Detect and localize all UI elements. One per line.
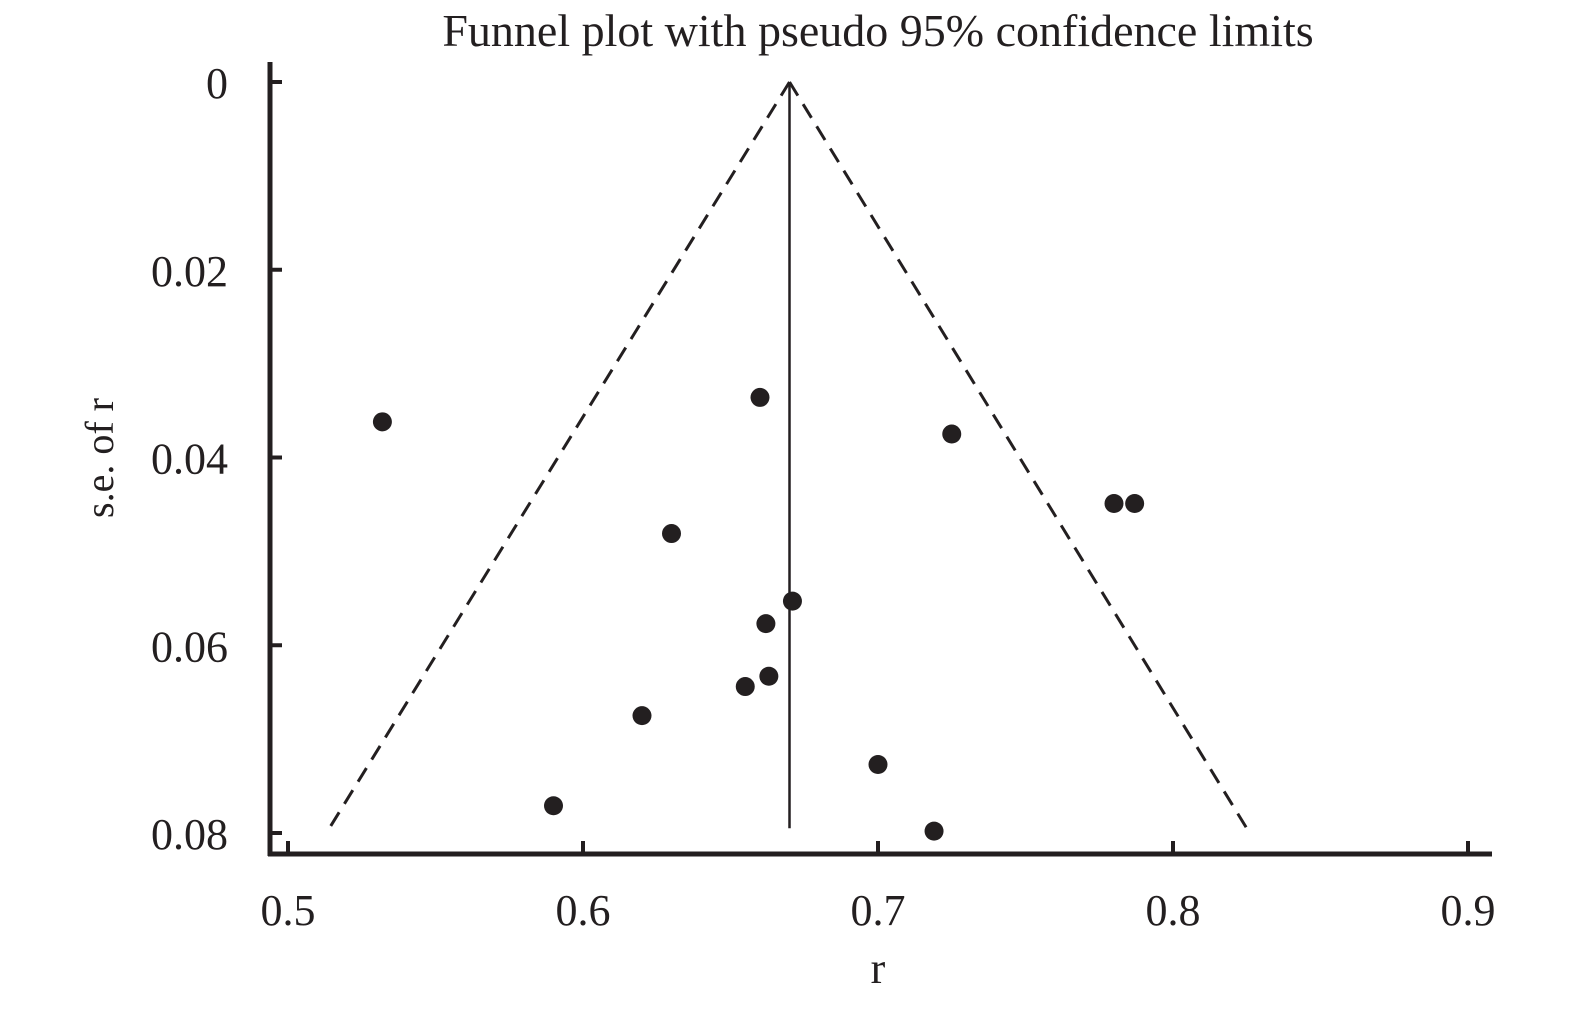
y-tick-label: 0.04 bbox=[151, 435, 228, 484]
study-point bbox=[544, 796, 563, 816]
study-point bbox=[756, 614, 776, 634]
study-point bbox=[372, 412, 392, 432]
x-tick-label: 0.8 bbox=[1146, 886, 1201, 935]
y-tick-label: 0.02 bbox=[151, 247, 228, 296]
chart-title: Funnel plot with pseudo 95% confidence l… bbox=[442, 5, 1313, 56]
plot-area: 0 0.02 0.04 0.06 0.08 0.5 0.6 0.7 0.8 0.9 bbox=[151, 59, 1496, 935]
x-axis-label: r bbox=[871, 944, 886, 993]
study-point bbox=[924, 821, 944, 841]
study-point bbox=[868, 754, 888, 774]
x-tick-label: 0.7 bbox=[851, 886, 906, 935]
x-tick-label: 0.5 bbox=[261, 886, 316, 935]
x-tick-label: 0.9 bbox=[1441, 886, 1496, 935]
study-point bbox=[1125, 493, 1145, 513]
study-point bbox=[735, 677, 755, 697]
upper-confidence-limit bbox=[788, 81, 1249, 830]
lower-confidence-limit bbox=[328, 81, 791, 830]
y-axis-label: s.e. of r bbox=[77, 398, 122, 518]
study-point bbox=[782, 591, 802, 611]
study-point bbox=[1104, 493, 1124, 513]
study-point bbox=[942, 424, 962, 444]
y-tick-label: 0 bbox=[206, 59, 228, 108]
y-tick-label: 0.08 bbox=[151, 810, 228, 859]
y-axis-ticks: 0 0.02 0.04 0.06 0.08 bbox=[151, 59, 282, 859]
study-point bbox=[750, 387, 770, 407]
study-point bbox=[632, 706, 652, 726]
study-points bbox=[372, 387, 1145, 841]
study-point bbox=[759, 666, 779, 686]
x-axis-ticks: 0.5 0.6 0.7 0.8 0.9 bbox=[261, 841, 1496, 935]
study-point bbox=[662, 524, 681, 544]
funnel-lines bbox=[328, 81, 1249, 830]
y-tick-label: 0.06 bbox=[151, 622, 228, 671]
x-tick-label: 0.6 bbox=[556, 886, 611, 935]
